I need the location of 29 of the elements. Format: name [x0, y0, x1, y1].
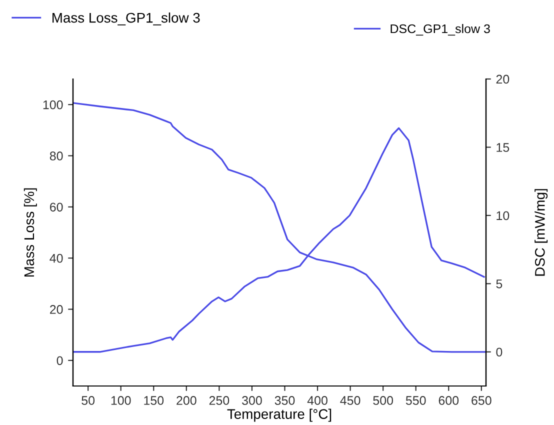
y2-tick-label: 10	[496, 211, 510, 220]
x-tick-label: 250	[209, 396, 230, 405]
y2-tick-label: 20	[496, 74, 510, 84]
y-tick-label: 40	[50, 254, 63, 263]
y2-tick-label: 0	[496, 348, 502, 357]
legend-label: DSC_GP1_slow 3	[390, 24, 490, 36]
x-tick-label: 400	[307, 396, 328, 405]
y2-tick-label: 15	[496, 143, 510, 152]
x-tick-label: 550	[406, 396, 426, 405]
y-tick-label: 20	[50, 305, 63, 314]
x-tick-label: 300	[242, 396, 262, 405]
x-tick-label: 100	[111, 396, 131, 405]
x-tick-label: 50	[82, 396, 95, 405]
x-tick-label: 150	[144, 396, 164, 405]
legend-label: Mass Loss_GP1_slow 3	[52, 12, 200, 26]
x-tick-label: 600	[438, 396, 459, 405]
y-tick-label: 0	[56, 356, 63, 366]
y-axis-title: Mass Loss [%]	[24, 188, 37, 277]
y-tick-label: 100	[43, 100, 63, 110]
y2-tick-label: 5	[496, 280, 502, 288]
y-tick-label: 60	[50, 202, 63, 212]
x-tick-label: 450	[340, 396, 360, 405]
y-tick-label: 80	[50, 152, 63, 160]
x-tick-label: 500	[373, 396, 394, 405]
x-tick-label: 200	[176, 396, 196, 405]
y2-axis-title: DSC [mW/mg]	[534, 189, 548, 276]
x-tick-label: 350	[274, 396, 295, 405]
x-tick-label: 650	[472, 396, 492, 405]
x-axis-title: Temperature [°C]	[227, 408, 332, 422]
